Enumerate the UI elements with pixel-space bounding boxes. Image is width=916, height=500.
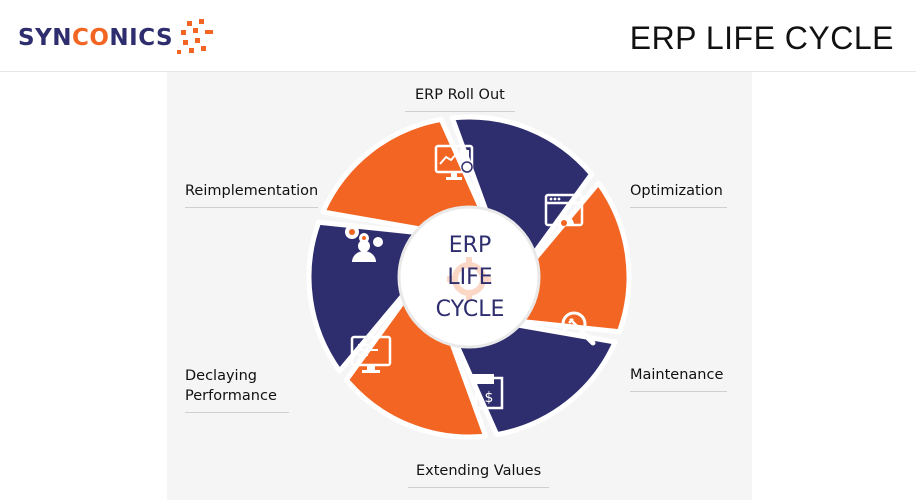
center-line-1: ERP <box>448 233 492 258</box>
label-erp-roll-out: ERP Roll Out <box>405 85 515 112</box>
logo[interactable]: SYNCONICS <box>18 18 217 58</box>
magnifier-wrench-icon <box>561 311 596 346</box>
browser-gear-icon <box>544 193 584 227</box>
center-gear-icon <box>447 257 491 301</box>
analytics-monitor-icon <box>434 144 474 180</box>
center-circle <box>397 205 541 349</box>
page-title: ERP LIFE CYCLE <box>629 20 894 56</box>
logo-text: SYNCONICS <box>18 25 174 51</box>
label-optimization: Optimization <box>630 181 727 208</box>
label-reimplementation: Reimplementation <box>185 181 319 208</box>
label-maintenance: Maintenance <box>630 365 728 392</box>
svg-text:$: $ <box>485 390 494 406</box>
logo-mark-icon <box>177 19 214 54</box>
center-line-3: CYCLE <box>435 297 505 322</box>
gears-person-icon <box>345 225 383 262</box>
header: SYNCONICS ERP LIFE CYCLE <box>0 0 916 72</box>
dollar-document-icon: $ <box>472 374 504 410</box>
label-declaying-line-2: Performance <box>185 388 277 404</box>
center-line-2: LIFE <box>447 265 493 290</box>
label-declaying-performance: Declaying Performance <box>185 366 289 413</box>
label-extending-values: Extending Values <box>408 461 550 488</box>
label-declaying-line-1: Declaying <box>185 368 257 384</box>
center-title: ERP LIFE CYCLE <box>410 230 530 326</box>
monitor-chart-icon <box>350 335 392 373</box>
